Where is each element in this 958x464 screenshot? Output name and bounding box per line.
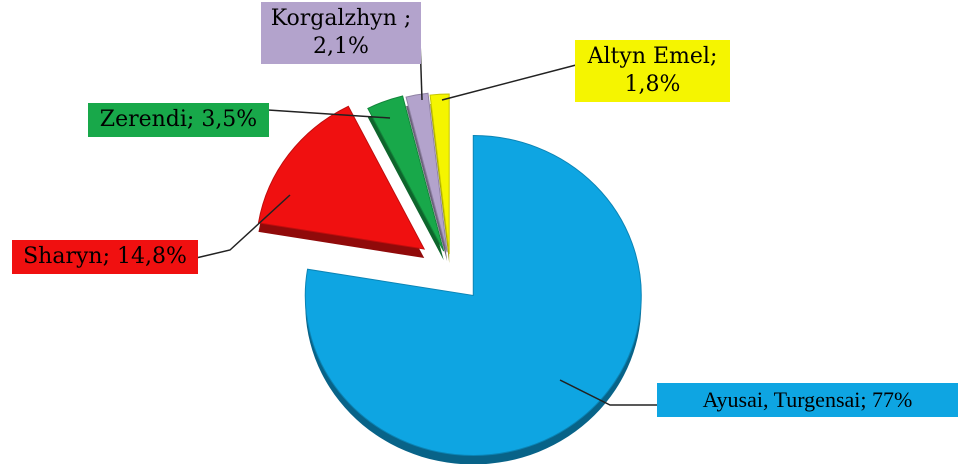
- data-label: Sharyn; 14,8%: [12, 240, 198, 274]
- slice: [257, 105, 426, 250]
- slice-side: [406, 102, 448, 262]
- leader-lines: [195, 39, 660, 406]
- data-label: Ayusai, Turgensai; 77%: [657, 383, 958, 417]
- slice: [429, 93, 450, 255]
- data-label: Zerendi; 3,5%: [88, 103, 269, 137]
- slice: [405, 92, 448, 253]
- data-label: Korgalzhyn ; 2,1%: [261, 2, 421, 64]
- leader-line: [559, 379, 660, 406]
- slice: [367, 95, 445, 252]
- data-label: Altyn Emel; 1,8%: [575, 40, 730, 102]
- leader-line: [267, 109, 391, 119]
- slice: [304, 134, 642, 456]
- leader-line: [195, 194, 291, 259]
- leader-line: [441, 64, 577, 101]
